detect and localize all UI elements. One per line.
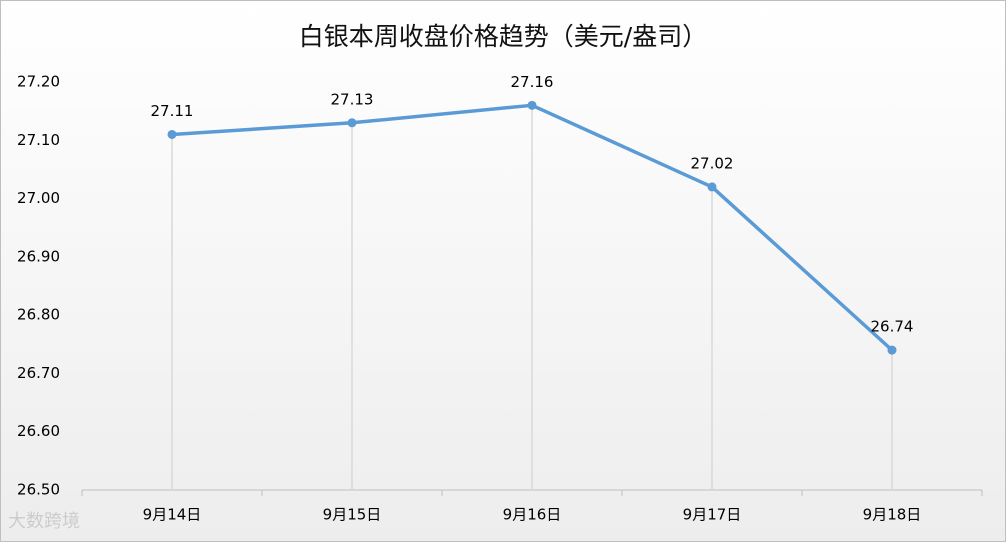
point: [887, 345, 897, 355]
data-label: 27.11: [151, 102, 194, 120]
y-tick-label: 27.20: [17, 73, 60, 91]
y-tick-label: 26.80: [17, 306, 60, 324]
y-tick-label: 27.00: [17, 189, 60, 207]
x-tick-label: 9月18日: [863, 506, 922, 524]
x-tick-label: 9月15日: [323, 506, 382, 524]
x-tick-label: 9月17日: [683, 506, 742, 524]
x-tick-label: 9月16日: [503, 506, 562, 524]
y-tick-label: 26.60: [17, 422, 60, 440]
point: [167, 129, 177, 139]
data-label: 27.02: [691, 154, 734, 172]
data-label: 27.13: [331, 90, 374, 108]
point: [347, 118, 357, 128]
y-tick-label: 26.70: [17, 364, 60, 382]
y-tick-label: 26.50: [17, 481, 60, 499]
data-label: 26.74: [871, 318, 914, 336]
chart-title: 白银本周收盘价格趋势（美元/盎司）: [299, 22, 707, 51]
x-tick-label: 9月14日: [143, 506, 202, 524]
watermark: 大数跨境: [8, 511, 80, 532]
y-tick-label: 26.90: [17, 247, 60, 265]
y-tick-label: 27.10: [17, 131, 60, 149]
data-label: 27.16: [511, 73, 554, 91]
point: [527, 100, 537, 110]
point: [707, 182, 717, 192]
